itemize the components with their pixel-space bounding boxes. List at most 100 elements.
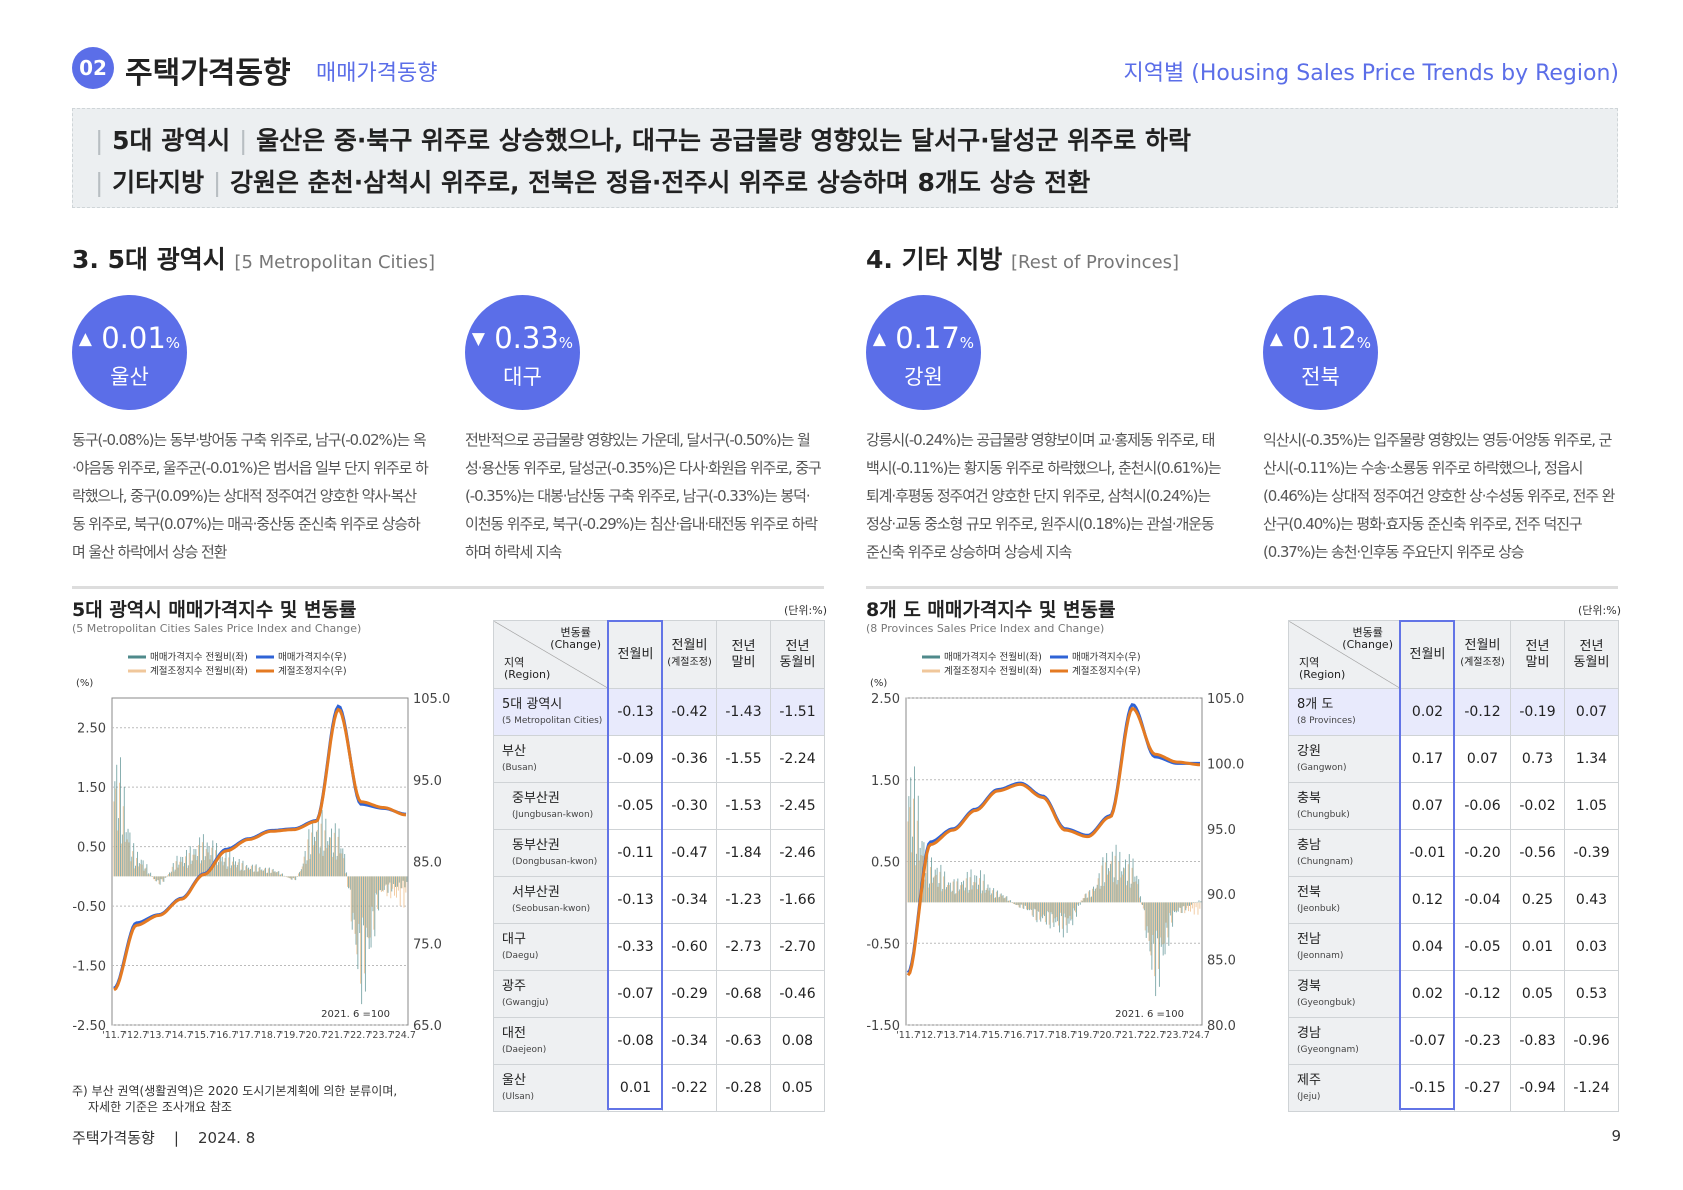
- col-header-text: 전년: [1525, 638, 1550, 654]
- sa-index-line: [113, 707, 407, 992]
- table-row: 경남 (Gyeongnam) -0.07 -0.23 -0.83 -0.96: [1288, 1017, 1619, 1065]
- x-tick-label: '24.7: [1186, 1030, 1210, 1041]
- stat-circle-ulsan: ▲ 0.01% 울산: [72, 295, 187, 410]
- bar-sa-mom: [314, 841, 316, 877]
- x-tick-label: '13.7: [941, 1030, 965, 1041]
- bar-mom: [1096, 884, 1098, 903]
- bar-mom: [372, 876, 374, 912]
- bar-mom: [398, 876, 400, 883]
- bar-mom: [189, 846, 191, 877]
- bar-mom: [204, 856, 206, 877]
- bar-mom: [276, 872, 278, 877]
- bar-mom: [212, 840, 214, 877]
- bar-sa-mom: [339, 853, 341, 877]
- stat-region: 전북: [1301, 365, 1340, 389]
- table-row: 동부산권 (Dongbusan-kwon) -0.11 -0.47 -1.84 -2.46: [493, 829, 825, 877]
- bar-mom: [1132, 858, 1134, 903]
- bar-sa-mom: [164, 876, 166, 878]
- bar-mom: [137, 851, 138, 877]
- value-cell: -0.30: [662, 782, 717, 830]
- value-cell: -0.63: [716, 1017, 771, 1065]
- bar-mom: [1059, 902, 1061, 933]
- bar-mom: [187, 865, 189, 877]
- bar-mom: [291, 876, 293, 880]
- bar-mom: [233, 857, 234, 877]
- value-cell: -1.51: [770, 688, 825, 736]
- bar-sa-mom: [1033, 902, 1035, 909]
- bar-icon: |: [238, 126, 248, 155]
- region-cell: 서부산권 (Seobusan-kwon): [493, 876, 609, 924]
- bar-mom: [1038, 902, 1040, 912]
- heading-text: 4. 기타 지방: [866, 245, 1003, 274]
- bar-sa-mom: [156, 876, 158, 880]
- bar-sa-mom: [1039, 902, 1041, 920]
- chart-subtitle-provinces: (8 Provinces Sales Price Index and Chang…: [866, 622, 1105, 635]
- x-tick-label: '22.7: [348, 1030, 372, 1041]
- bar-mom: [178, 864, 180, 877]
- bar-sa-mom: [179, 861, 181, 877]
- bar-mom: [1053, 902, 1055, 928]
- bar-mom: [238, 859, 240, 877]
- left-tick-label: -1.50: [72, 960, 106, 975]
- bar-mom: [974, 875, 976, 903]
- bar-mom: [1113, 877, 1115, 903]
- bar-mom: [236, 864, 238, 877]
- bar-mom: [321, 809, 323, 877]
- region-cell: 전남 (Jeonnam): [1288, 923, 1401, 971]
- bar-sa-mom: [380, 876, 382, 892]
- bar-mom: [378, 876, 380, 911]
- bar-sa-mom: [262, 871, 264, 877]
- bar-mom: [1072, 902, 1074, 926]
- x-tick-label: '19.7: [1075, 1030, 1099, 1041]
- right-tick-label: 105.0: [413, 692, 450, 707]
- bar-sa-mom: [403, 876, 405, 908]
- bar-mom: [317, 817, 319, 877]
- bar-icon: |: [95, 126, 104, 155]
- bar-sa-mom: [960, 885, 962, 903]
- x-tick-label: '13.7: [147, 1030, 171, 1041]
- region-cell: 8개 도 (8 Provinces): [1288, 688, 1401, 736]
- bar-mom: [280, 874, 282, 877]
- value-cell: 0.07: [1400, 782, 1455, 830]
- value-cell: -2.45: [770, 782, 825, 830]
- bar-mom: [387, 876, 389, 893]
- region-name: 충북: [1297, 790, 1321, 806]
- value-cell: 0.25: [1510, 876, 1565, 924]
- region-name: 대전: [502, 1025, 526, 1041]
- chart-subtitle-metro: (5 Metropolitan Cities Sales Price Index…: [72, 622, 362, 635]
- bar-sa-mom: [1135, 881, 1137, 903]
- value-cell: -0.13: [608, 876, 663, 924]
- value-cell: 0.04: [1400, 923, 1455, 971]
- bar-mom: [1147, 902, 1149, 933]
- bar-sa-mom: [1011, 902, 1012, 903]
- chart-metro: (%) 매매가격지수 전월비(좌) 매매가격지수(우) 계절조정지수 전월비(좌) 계절…: [72, 651, 450, 1041]
- bar-mom: [1140, 896, 1142, 903]
- value-cell: 0.05: [770, 1064, 825, 1112]
- bar-sa-mom: [1197, 902, 1199, 915]
- region-cell: 경북 (Gyeongbuk): [1288, 970, 1401, 1018]
- bar-mom: [295, 876, 297, 881]
- value-cell: -0.23: [1454, 1017, 1511, 1065]
- bar-sa-mom: [282, 875, 284, 877]
- bar-sa-mom: [382, 876, 384, 892]
- bar-sa-mom: [997, 897, 999, 903]
- bar-mom: [253, 871, 255, 877]
- table-row: 광주 (Gwangju) -0.07 -0.29 -0.68 -0.46: [493, 970, 825, 1018]
- bar-sa-mom: [235, 867, 237, 877]
- x-tick-label: '18.7: [1052, 1030, 1076, 1041]
- value-cell: -0.05: [608, 782, 663, 830]
- page-subtitle: 매매가격동향: [316, 61, 438, 86]
- bar-mom: [976, 875, 978, 903]
- region-name: 충남: [1297, 837, 1321, 853]
- bar-sa-mom: [160, 876, 162, 880]
- bar-sa-mom: [299, 870, 301, 877]
- table-row: 전남 (Jeonnam) 0.04 -0.05 0.01 0.03: [1288, 923, 1619, 971]
- bar-sa-mom: [203, 860, 205, 877]
- bar-mom: [1174, 902, 1175, 913]
- summary-line-1: | 5대 광역시 | 울산은 중·북구 위주로 상승했으나, 대구는 공급물량 …: [95, 121, 1191, 157]
- bar-mom: [1123, 867, 1125, 903]
- plot-frame: [111, 697, 409, 1026]
- bar-mom: [1194, 902, 1196, 903]
- bar-mom: [1057, 902, 1059, 922]
- chart-provinces: (%) 매매가격지수 전월비(좌) 매매가격지수(우) 계절조정지수 전월비(좌) 계절…: [866, 651, 1244, 1041]
